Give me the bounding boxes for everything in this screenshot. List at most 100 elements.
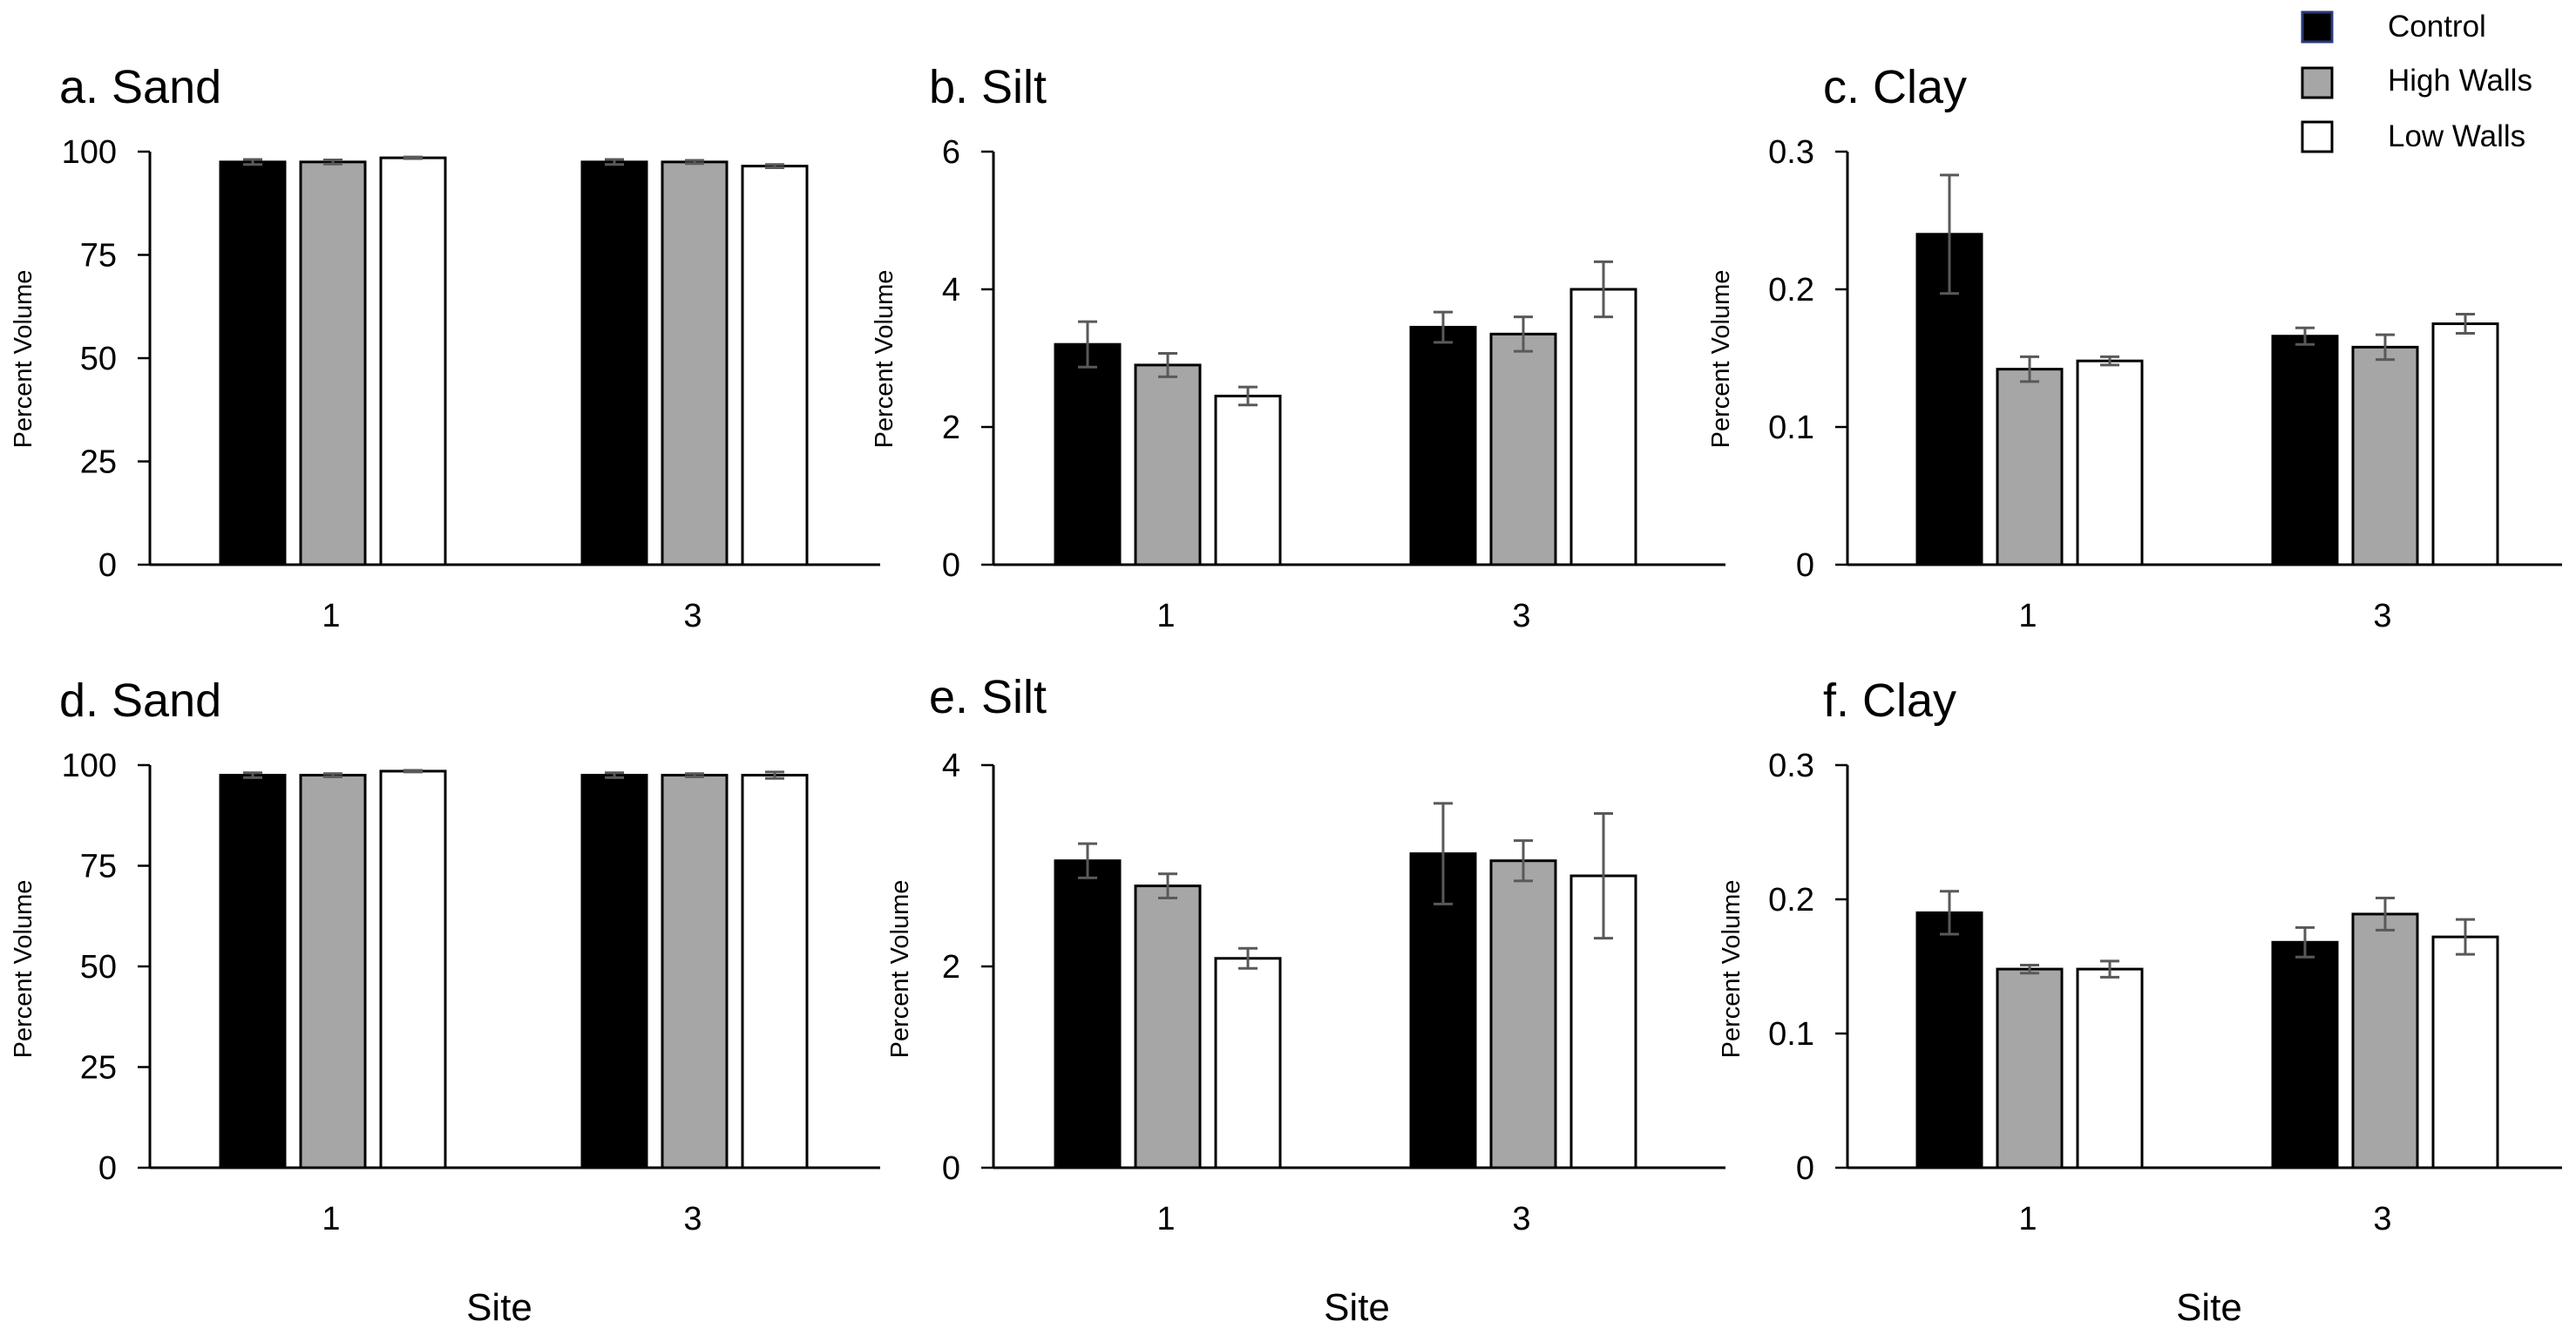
bar-c-high-walls-site-3 [2351, 345, 2419, 566]
panel-title-b: b. Silt [929, 61, 1047, 113]
bar-c-low-walls-site-3 [2431, 322, 2499, 566]
bar-c-control-site-3 [2271, 335, 2339, 566]
x-tick-label-b-site-1: 1 [1156, 598, 1175, 634]
bar-f-control-site-1 [1915, 911, 1983, 1169]
panel-title-c: c. Clay [1823, 61, 1967, 113]
error-bar-f-low-walls-site-1 [2100, 959, 2119, 979]
y-tick-label-b-0: 0 [942, 547, 960, 584]
error-bar-c-low-walls-site-1 [2100, 355, 2119, 367]
y-tick-label-d-3: 75 [80, 849, 117, 885]
site-axis-label-col1: Site [466, 1286, 532, 1329]
site-axis-label-col3: Site [2176, 1286, 2242, 1329]
error-bar-a-control-site-3 [605, 158, 624, 166]
y-tick-label-e-0: 0 [942, 1150, 960, 1187]
panel-title-e: e. Silt [929, 671, 1047, 723]
y-tick-label-a-4: 100 [62, 134, 117, 171]
chart-panels: a. Sand Percent Volume 0 25 50 75 100 1 3 b. Silt… [10, 61, 2562, 1237]
bar-e-control-site-3 [1409, 852, 1477, 1169]
y-tick-label-d-1: 25 [80, 1050, 117, 1087]
bar-b-control-site-1 [1054, 342, 1122, 566]
error-bar-b-high-walls-site-3 [1514, 315, 1533, 353]
y-axis-label-d: Percent Volume [10, 880, 37, 1059]
error-bar-c-control-site-3 [2295, 326, 2315, 346]
legend-label-control: Control [2388, 10, 2486, 44]
x-tick-label-d-site-1: 1 [322, 1201, 340, 1237]
bar-f-high-walls-site-3 [2351, 912, 2419, 1169]
panel-title-d: d. Sand [59, 674, 221, 727]
legend-item-control: Control [2301, 10, 2486, 44]
chart-panel-e: e. Silt Percent Volume 0 2 4 1 3 [886, 671, 1725, 1237]
error-bar-f-high-walls-site-3 [2376, 896, 2395, 932]
error-bar-b-control-site-1 [1078, 320, 1097, 369]
bar-e-low-walls-site-1 [1214, 957, 1282, 1169]
error-bar-e-control-site-1 [1078, 842, 1097, 879]
error-bar-e-control-site-3 [1434, 802, 1453, 905]
bar-b-low-walls-site-1 [1214, 394, 1282, 566]
bar-d-high-walls-site-1 [299, 774, 367, 1169]
site-axis-label-col2: Site [1324, 1286, 1390, 1329]
error-bar-f-high-walls-site-1 [2020, 963, 2039, 975]
bar-d-low-walls-site-3 [741, 774, 809, 1169]
y-tick-label-a-3: 75 [80, 238, 117, 274]
error-bar-d-high-walls-site-3 [685, 772, 704, 778]
bar-e-control-site-1 [1054, 859, 1122, 1169]
error-bar-d-high-walls-site-1 [323, 772, 342, 778]
error-bar-c-control-site-1 [1940, 173, 1959, 295]
y-tick-label-e-1: 2 [942, 949, 960, 986]
y-tick-label-c-2: 0.2 [1768, 272, 1814, 308]
bar-a-low-walls-site-3 [741, 165, 809, 566]
y-tick-label-a-1: 25 [80, 444, 117, 481]
x-tick-label-a-site-3: 3 [683, 598, 702, 634]
x-tick-label-c-site-3: 3 [2373, 598, 2391, 634]
error-bar-b-low-walls-site-1 [1238, 385, 1257, 407]
y-tick-label-e-2: 4 [942, 748, 960, 784]
bar-c-low-walls-site-1 [2076, 359, 2144, 566]
error-bar-f-low-walls-site-3 [2456, 918, 2475, 956]
error-bar-e-high-walls-site-3 [1514, 839, 1533, 883]
y-tick-label-a-2: 50 [80, 341, 117, 377]
panel-title-a: a. Sand [59, 61, 221, 113]
y-axis-label-f: Percent Volume [1718, 880, 1746, 1059]
bar-a-high-walls-site-3 [661, 160, 729, 566]
bar-d-control-site-3 [580, 774, 648, 1169]
legend-label-high-walls: High Walls [2388, 64, 2532, 98]
x-tick-label-a-site-1: 1 [322, 598, 340, 634]
bar-a-control-site-1 [219, 160, 287, 566]
y-tick-label-b-2: 4 [942, 272, 960, 308]
bar-b-high-walls-site-3 [1489, 332, 1557, 566]
bar-b-high-walls-site-1 [1134, 363, 1202, 566]
y-tick-label-f-1: 0.1 [1768, 1016, 1814, 1053]
bar-c-high-walls-site-1 [1996, 368, 2064, 566]
x-tick-label-d-site-3: 3 [683, 1201, 702, 1237]
bar-d-low-walls-site-1 [379, 769, 447, 1169]
y-tick-label-b-3: 6 [942, 134, 960, 171]
error-bar-e-low-walls-site-3 [1594, 811, 1613, 940]
legend-swatch-low-walls [2301, 120, 2334, 153]
bar-d-control-site-1 [219, 774, 287, 1169]
site-axis-labels: Site Site Site [466, 1286, 2242, 1329]
error-bar-b-high-walls-site-1 [1158, 351, 1177, 378]
error-bar-d-control-site-1 [243, 771, 262, 779]
bar-d-high-walls-site-3 [661, 774, 729, 1169]
error-bar-d-low-walls-site-1 [403, 769, 423, 774]
x-tick-label-e-site-3: 3 [1512, 1201, 1530, 1237]
bar-b-control-site-3 [1409, 325, 1477, 566]
chart-panel-d: d. Sand Percent Volume 0 25 50 75 100 1 3 [10, 674, 880, 1237]
y-tick-label-d-2: 50 [80, 949, 117, 986]
chart-panel-f: f. Clay Percent Volume 0 0.1 0.2 0.3 1 3 [1718, 674, 2562, 1237]
y-tick-label-d-4: 100 [62, 748, 117, 784]
chart-panel-a: a. Sand Percent Volume 0 25 50 75 100 1 3 [10, 61, 880, 634]
y-tick-label-f-3: 0.3 [1768, 748, 1814, 784]
bar-f-high-walls-site-1 [1996, 967, 2064, 1169]
error-bar-d-low-walls-site-3 [765, 770, 784, 780]
y-axis-label-c: Percent Volume [1707, 270, 1735, 449]
legend-label-low-walls: Low Walls [2388, 119, 2525, 153]
error-bar-a-high-walls-site-1 [323, 158, 342, 166]
y-axis-label-a: Percent Volume [10, 270, 37, 449]
bar-f-low-walls-site-1 [2076, 967, 2144, 1169]
error-bar-b-low-walls-site-3 [1594, 260, 1613, 319]
error-bar-c-low-walls-site-3 [2456, 312, 2475, 336]
bar-b-low-walls-site-3 [1569, 288, 1637, 566]
chart-panel-c: c. Clay Percent Volume 0 0.1 0.2 0.3 1 3 [1707, 61, 2562, 634]
